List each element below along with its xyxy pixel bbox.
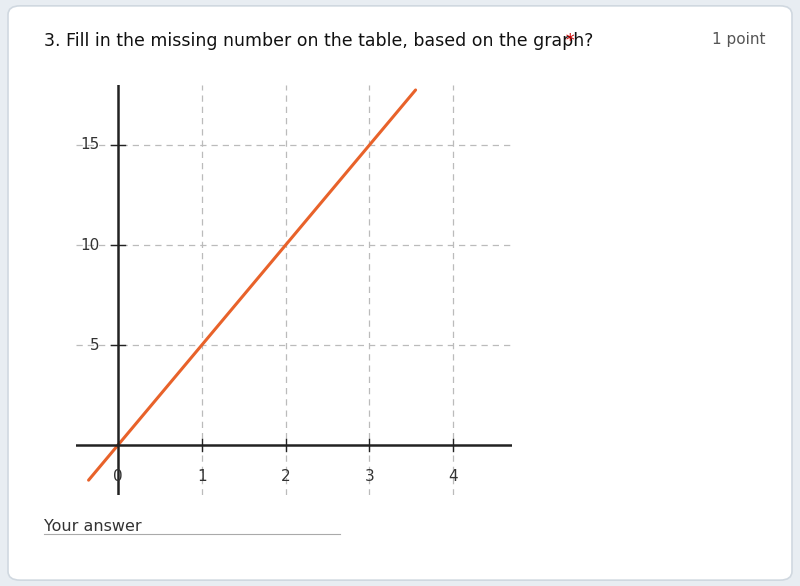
Text: 15: 15: [80, 138, 99, 152]
Text: 0.5: 0.5: [250, 369, 276, 387]
Text: 3: 3: [365, 469, 374, 484]
Text: 1 point: 1 point: [712, 32, 766, 47]
Text: 0: 0: [113, 469, 122, 484]
Text: 1  5: 1 5: [280, 396, 312, 414]
Text: 4: 4: [449, 469, 458, 484]
Text: 2: 2: [281, 469, 290, 484]
Text: 5: 5: [90, 338, 99, 353]
Text: 3. Fill in the missing number on the table, based on the graph?: 3. Fill in the missing number on the tab…: [44, 32, 594, 50]
Text: x  y: x y: [281, 343, 311, 361]
Text: 10: 10: [80, 237, 99, 253]
Text: *: *: [560, 32, 574, 50]
Text: Your answer: Your answer: [44, 519, 142, 534]
Text: 1: 1: [197, 469, 206, 484]
FancyBboxPatch shape: [8, 6, 792, 580]
Text: ____: ____: [284, 369, 318, 387]
Text: 2  10: 2 10: [275, 421, 317, 439]
